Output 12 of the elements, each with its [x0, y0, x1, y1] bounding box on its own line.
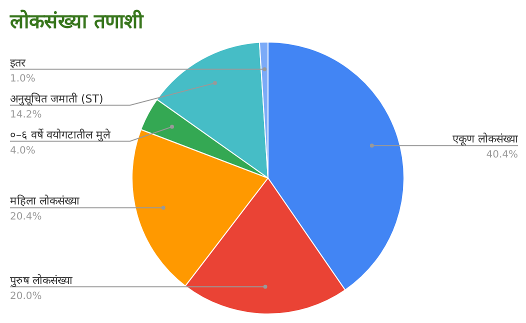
data-label: 14.2% [10, 109, 42, 120]
data-label: 20.0% [10, 290, 42, 302]
title: लोकसंख्या तणाशी [10, 9, 143, 33]
data-label: 20.4% [10, 212, 42, 223]
data-label: 40.4% [486, 150, 518, 161]
slice-label: अनुसूचित जमाती (ST) [10, 92, 104, 106]
slice-label: इतर [10, 56, 26, 70]
slice-label: महिला लोकसंख्या [10, 194, 80, 208]
slice-label: ०–६ वर्षे वयोगटातील मुले [10, 128, 111, 142]
slice-label: एकूण लोकसंख्या [452, 132, 518, 147]
data-label: 4.0% [10, 145, 36, 156]
slice-label: पुरुष लोकसंख्या [10, 274, 72, 287]
